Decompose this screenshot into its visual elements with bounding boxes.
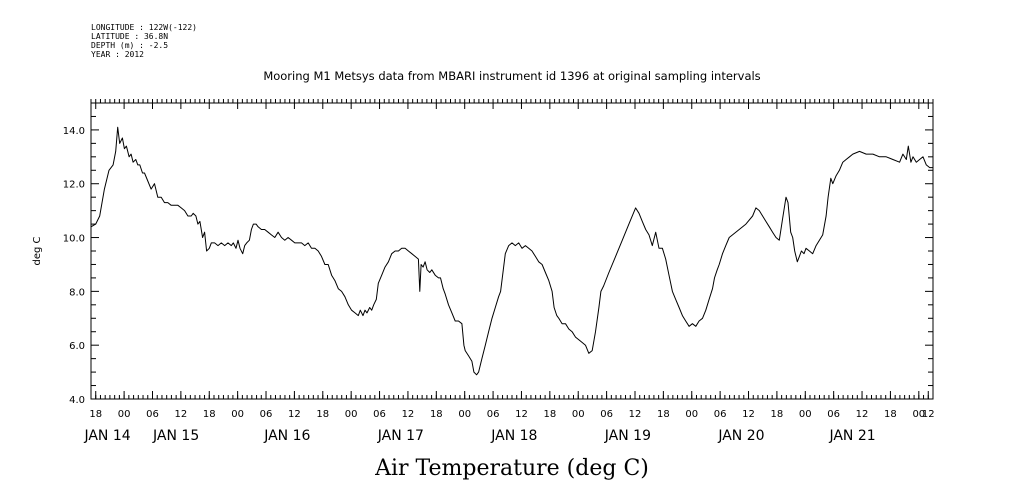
x-hour-label: 12 bbox=[402, 409, 415, 420]
x-hour-label: 06 bbox=[827, 409, 840, 420]
x-hour-label: 18 bbox=[203, 409, 216, 420]
metadata-line: DEPTH (m) : -2.5 bbox=[91, 41, 168, 50]
x-hour-label: 18 bbox=[543, 409, 556, 420]
y-axis: 4.0 6.0 8.0 10.0 12.0 14.0 bbox=[63, 102, 933, 406]
x-hour-label: 00 bbox=[458, 409, 471, 420]
x-hour-label: 12 bbox=[742, 409, 755, 420]
y-tick-label: 10.0 bbox=[63, 234, 85, 245]
x-day-label: JAN 19 bbox=[604, 428, 651, 444]
x-hour-label: 06 bbox=[260, 409, 273, 420]
x-hour-label: 00 bbox=[345, 409, 358, 420]
y-tick-label: 4.0 bbox=[69, 395, 85, 406]
plot-frame bbox=[90, 102, 934, 400]
metadata-line: YEAR : 2012 bbox=[91, 50, 144, 59]
x-hour-label: 12 bbox=[629, 409, 642, 420]
x-hour-label: 06 bbox=[373, 409, 386, 420]
x-day-label: JAN 14 bbox=[83, 428, 130, 444]
y-tick-label: 6.0 bbox=[69, 341, 85, 352]
x-hour-label: 00 bbox=[231, 409, 244, 420]
x-hour-label: 06 bbox=[487, 409, 500, 420]
chart-title: Mooring M1 Metsys data from MBARI instru… bbox=[263, 69, 760, 83]
x-hour-label: 12 bbox=[288, 409, 301, 420]
x-axis: 18 00 06 12 18 00 06 12 18 00 06 12 18 00 06 12 18 00 06 12… bbox=[83, 99, 935, 444]
x-hour-label: 06 bbox=[600, 409, 613, 420]
x-hour-label: 18 bbox=[430, 409, 443, 420]
y-tick-label: 12.0 bbox=[63, 180, 85, 191]
x-hour-label: 00 bbox=[912, 409, 925, 420]
x-hour-label: 18 bbox=[657, 409, 670, 420]
x-day-label: JAN 21 bbox=[828, 428, 875, 444]
x-day-label: JAN 16 bbox=[263, 428, 310, 444]
x-hour-label: 12 bbox=[856, 409, 869, 420]
x-axis-label: Air Temperature (deg C) bbox=[374, 456, 649, 481]
x-hour-label: 18 bbox=[89, 409, 102, 420]
x-hour-label: 12 bbox=[922, 409, 935, 420]
x-hour-label: 06 bbox=[146, 409, 159, 420]
series-group bbox=[90, 126, 933, 376]
x-hour-label: 18 bbox=[316, 409, 329, 420]
x-hour-label: 00 bbox=[799, 409, 812, 420]
x-hour-label: 00 bbox=[118, 409, 131, 420]
x-hour-label: 18 bbox=[771, 409, 784, 420]
x-hour-label: 12 bbox=[175, 409, 188, 420]
y-axis-label: deg C bbox=[32, 236, 43, 265]
x-day-label: JAN 15 bbox=[152, 428, 199, 444]
metadata-line: LONGITUDE : 122W(-122) bbox=[91, 23, 197, 32]
x-hour-label: 00 bbox=[572, 409, 585, 420]
x-day-label: JAN 18 bbox=[490, 428, 537, 444]
mooring-metadata: LONGITUDE : 122W(-122)LATITUDE : 36.8NDE… bbox=[91, 23, 197, 59]
x-day-label: JAN 17 bbox=[377, 428, 424, 444]
x-day-label: JAN 20 bbox=[717, 428, 764, 444]
metadata-line: LATITUDE : 36.8N bbox=[91, 32, 168, 41]
x-hour-label: 06 bbox=[714, 409, 727, 420]
air-temperature-line bbox=[90, 126, 933, 376]
y-tick-label: 14.0 bbox=[63, 126, 85, 137]
y-tick-label: 8.0 bbox=[69, 287, 85, 298]
x-hour-label: 12 bbox=[515, 409, 528, 420]
x-hour-label: 00 bbox=[685, 409, 698, 420]
x-hour-label: 18 bbox=[884, 409, 897, 420]
